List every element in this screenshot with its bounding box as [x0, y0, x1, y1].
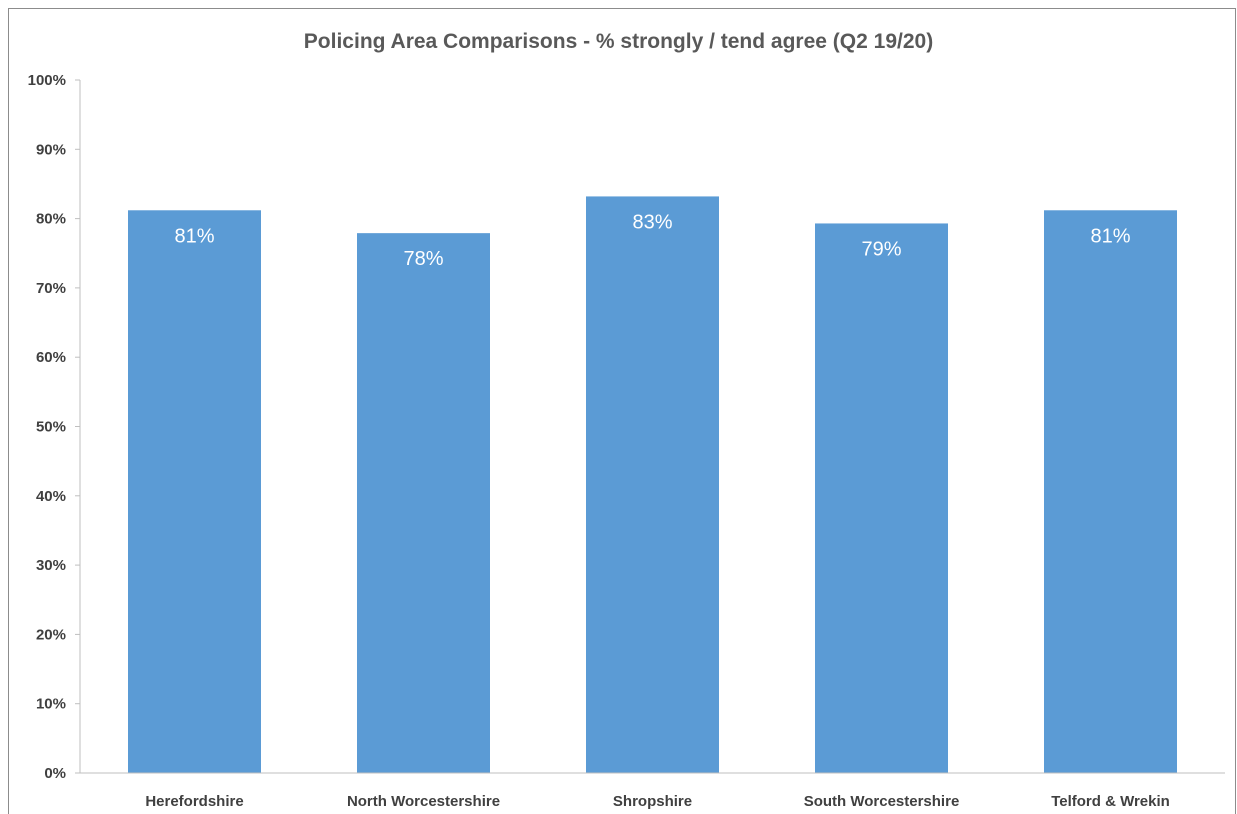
y-tick-label: 20%: [36, 626, 66, 643]
bar-south-worcestershire: [815, 223, 948, 774]
bar-shropshire: [586, 196, 719, 773]
y-tick-label: 90%: [36, 141, 66, 158]
x-tick-label: Shropshire: [613, 793, 692, 810]
bar-north-worcestershire: [357, 233, 490, 773]
x-tick-label: North Worcestershire: [347, 793, 500, 810]
chart-title: Policing Area Comparisons - % strongly /…: [303, 30, 934, 53]
y-tick-label: 40%: [36, 488, 66, 505]
y-tick-label: 50%: [36, 419, 66, 436]
y-tick-label: 70%: [36, 280, 66, 297]
x-axis-labels: Herefordshire North Worcestershire Shropsh…: [145, 793, 1170, 810]
bars: 81% 78% 83% 79% 81%: [128, 196, 1177, 774]
data-label: 81%: [1090, 225, 1130, 247]
y-tick-label: 10%: [36, 696, 66, 713]
y-tick-label: 30%: [36, 557, 66, 574]
y-tick-label: 80%: [36, 211, 66, 228]
x-tick-label: Telford & Wrekin: [1051, 793, 1170, 810]
bar-telford-wrekin: [1044, 210, 1177, 773]
y-tick-label: 0%: [44, 765, 66, 782]
x-tick-label: Herefordshire: [145, 793, 243, 810]
data-label: 78%: [403, 248, 443, 270]
data-label: 83%: [632, 211, 672, 233]
y-tick-label: 100%: [28, 72, 66, 89]
y-axis-ticks: 0% 10% 20% 30% 40% 50% 60% 70% 80% 90% 100%: [28, 72, 80, 782]
y-tick-label: 60%: [36, 349, 66, 366]
data-label: 79%: [861, 238, 901, 260]
axes: [79, 80, 1225, 774]
x-tick-label: South Worcestershire: [804, 793, 960, 810]
bar-herefordshire: [128, 210, 261, 773]
data-label: 81%: [174, 225, 214, 247]
